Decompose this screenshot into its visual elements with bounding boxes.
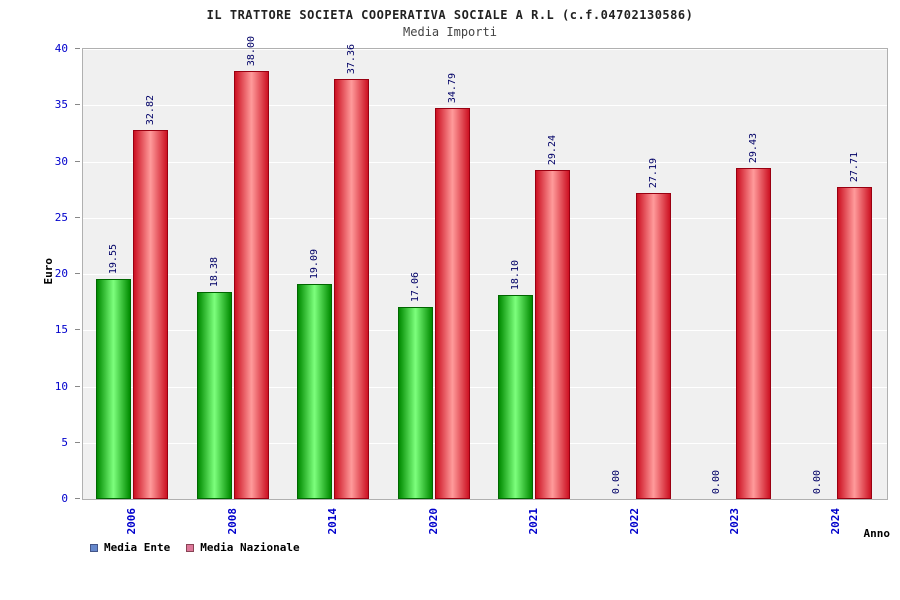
bar-value-label: 17.06: [410, 271, 421, 302]
bar-media-ente-2014: [297, 284, 332, 499]
bar-media-nazionale-2022: [636, 193, 671, 499]
legend: Media Ente Media Nazionale: [90, 541, 300, 554]
y-tick-label: 30: [54, 155, 68, 168]
legend-swatch-media-ente: [90, 543, 98, 552]
y-tick-mark: [75, 498, 80, 499]
y-tick-mark: [75, 273, 80, 274]
y-tick-label: 20: [54, 267, 68, 280]
gridline: [83, 274, 887, 275]
plot-area: 19.55 32.82 18.38 38.00 19.09 37.36 17.06 34.79…: [82, 36, 888, 500]
x-tick-label: 2006: [125, 508, 138, 535]
y-tick-label: 25: [54, 211, 68, 224]
gridline: [83, 330, 887, 331]
legend-label-media-ente: Media Ente: [104, 541, 171, 554]
x-tick-label: 2020: [427, 508, 440, 535]
bar-value-label: 0.00: [711, 469, 722, 494]
bar-value-label: 0.00: [812, 469, 823, 494]
legend-item-media-nazionale: Media Nazionale: [186, 541, 300, 554]
legend-label-media-nazionale: Media Nazionale: [200, 541, 300, 554]
bar-value-label: 19.09: [309, 248, 320, 279]
y-tick-mark: [75, 104, 80, 105]
y-tick-mark: [75, 161, 80, 162]
gridline: [83, 49, 887, 50]
chart-subtitle: Media Importi: [403, 25, 497, 39]
x-tick-label: 2023: [728, 508, 741, 535]
bar-value-label: 0.00: [611, 469, 622, 494]
y-tick-mark: [75, 442, 80, 443]
bar-media-nazionale-2008: [234, 71, 269, 499]
bar-value-label: 29.24: [547, 134, 558, 165]
x-tick-label: 2014: [326, 508, 339, 535]
y-tick-mark: [75, 48, 80, 49]
x-axis-label: Anno: [863, 527, 891, 540]
y-tick-mark: [75, 329, 80, 330]
y-tick-label: 10: [54, 380, 68, 393]
legend-swatch-media-nazionale: [186, 543, 195, 552]
gridline: [83, 162, 887, 163]
bar-value-label: 37.36: [346, 43, 357, 74]
bar-value-label: 18.38: [209, 256, 220, 287]
y-tick-label: 35: [54, 98, 68, 111]
bar-media-nazionale-2006: [133, 130, 168, 499]
y-tick-label: 0: [61, 492, 68, 505]
y-tick-mark: [75, 386, 80, 387]
gridline: [83, 443, 887, 444]
x-tick-label: 2021: [527, 508, 540, 535]
bar-media-ente-2020: [398, 307, 433, 499]
y-tick-label: 40: [54, 42, 68, 55]
gridline: [83, 218, 887, 219]
chart-title: IL TRATTORE SOCIETA COOPERATIVA SOCIALE …: [206, 8, 694, 22]
bar-media-nazionale-2024: [837, 187, 872, 499]
bar-value-label: 27.71: [849, 151, 860, 182]
bar-media-nazionale-2020: [435, 108, 470, 499]
bar-media-ente-2008: [197, 292, 232, 499]
bar-media-nazionale-2023: [736, 168, 771, 499]
bar-value-label: 18.10: [510, 259, 521, 290]
bar-value-label: 27.19: [648, 157, 659, 188]
bar-value-label: 32.82: [145, 94, 156, 125]
gridline: [83, 387, 887, 388]
y-tick-mark: [75, 217, 80, 218]
x-tick-label: 2024: [829, 508, 842, 535]
legend-item-media-ente: Media Ente: [90, 541, 170, 554]
bar-value-label: 38.00: [246, 35, 257, 66]
bar-media-ente-2006: [96, 279, 131, 499]
y-tick-label: 5: [61, 436, 68, 449]
y-tick-label: 15: [54, 323, 68, 336]
bar-media-ente-2021: [498, 295, 533, 499]
x-tick-label: 2022: [628, 508, 641, 535]
bar-value-label: 29.43: [748, 132, 759, 163]
bar-media-nazionale-2014: [334, 79, 369, 499]
bar-value-label: 19.55: [108, 243, 119, 274]
gridline: [83, 105, 887, 106]
bar-value-label: 34.79: [447, 72, 458, 103]
y-axis: 0 5 10 15 20 25 30 35 40: [0, 42, 80, 505]
x-tick-label: 2008: [226, 508, 239, 535]
bar-media-nazionale-2021: [535, 170, 570, 499]
